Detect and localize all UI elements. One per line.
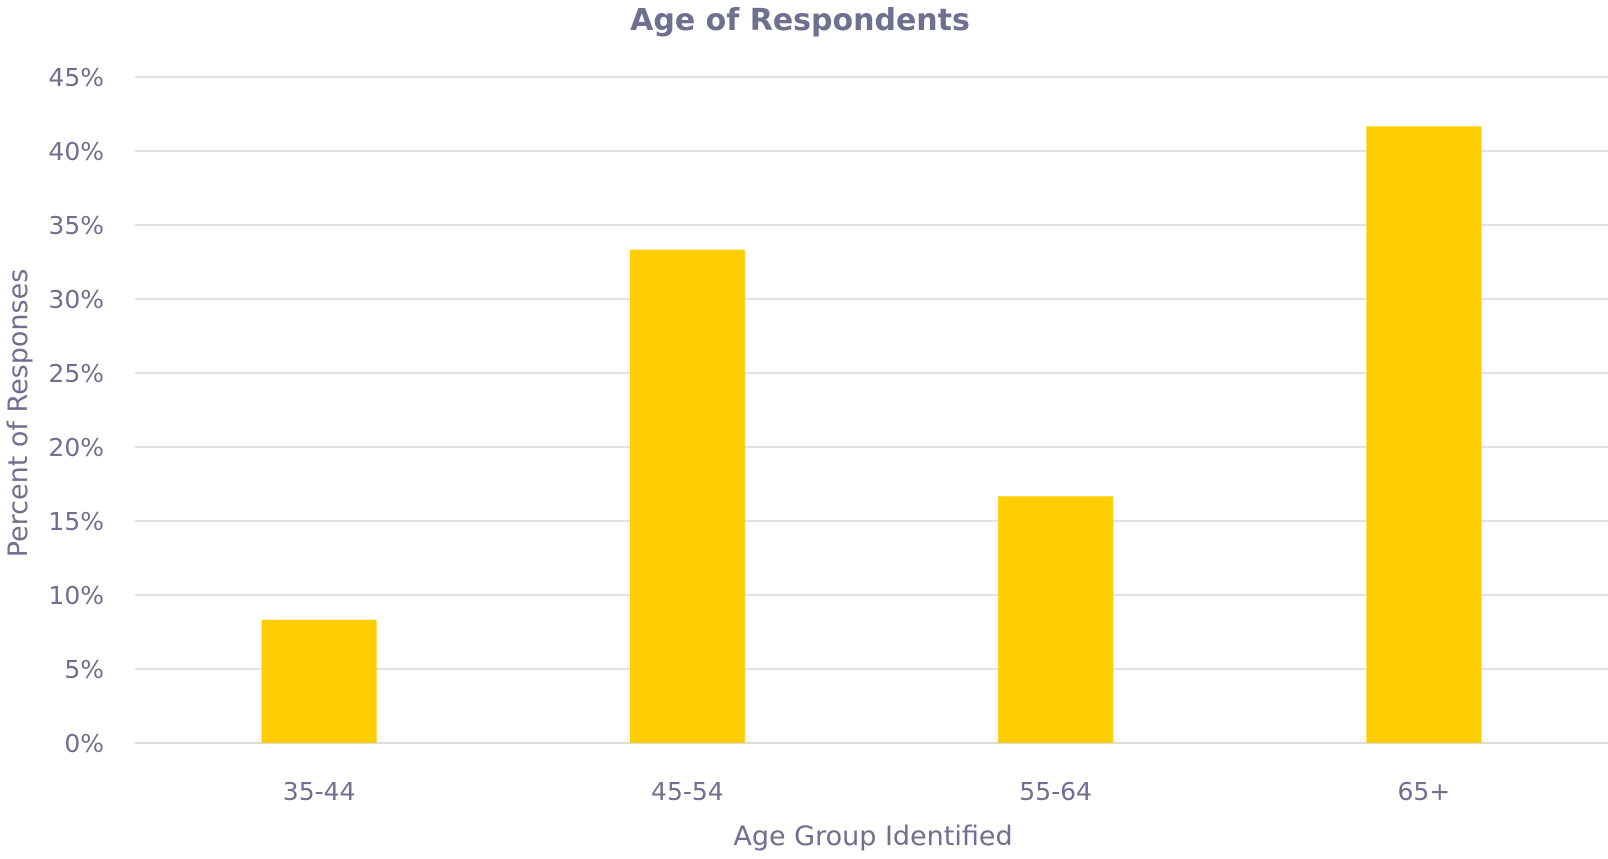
y-tick-label: 15% — [48, 507, 104, 536]
bars — [261, 126, 1482, 743]
bar-45-54 — [629, 249, 745, 743]
chart-title: Age of Respondents — [630, 3, 970, 38]
y-tick-label: 20% — [48, 433, 104, 462]
y-tick-label: 25% — [48, 359, 104, 388]
x-axis-ticks: 35-44 45-54 55-64 65+ — [283, 777, 1450, 806]
bar-35-44 — [261, 619, 377, 743]
x-tick-label: 35-44 — [283, 777, 356, 806]
y-tick-label: 30% — [48, 285, 104, 314]
y-tick-label: 40% — [48, 137, 104, 166]
bar-65+ — [1366, 126, 1482, 743]
x-tick-label: 65+ — [1397, 777, 1450, 806]
x-tick-label: 55-64 — [1019, 777, 1092, 806]
bar-55-64 — [998, 496, 1114, 743]
y-axis-ticks: 0% 5% 10% 15% 20% 25% 30% 35% 40% 45% — [48, 63, 104, 758]
y-tick-label: 45% — [48, 63, 104, 92]
x-tick-label: 45-54 — [651, 777, 724, 806]
y-axis-title: Percent of Responses — [3, 269, 34, 558]
gridlines — [135, 76, 1608, 744]
y-tick-label: 10% — [48, 581, 104, 610]
x-axis-title: Age Group Identified — [733, 821, 1012, 852]
y-tick-label: 0% — [64, 729, 104, 758]
y-tick-label: 5% — [64, 655, 104, 684]
y-tick-label: 35% — [48, 211, 104, 240]
